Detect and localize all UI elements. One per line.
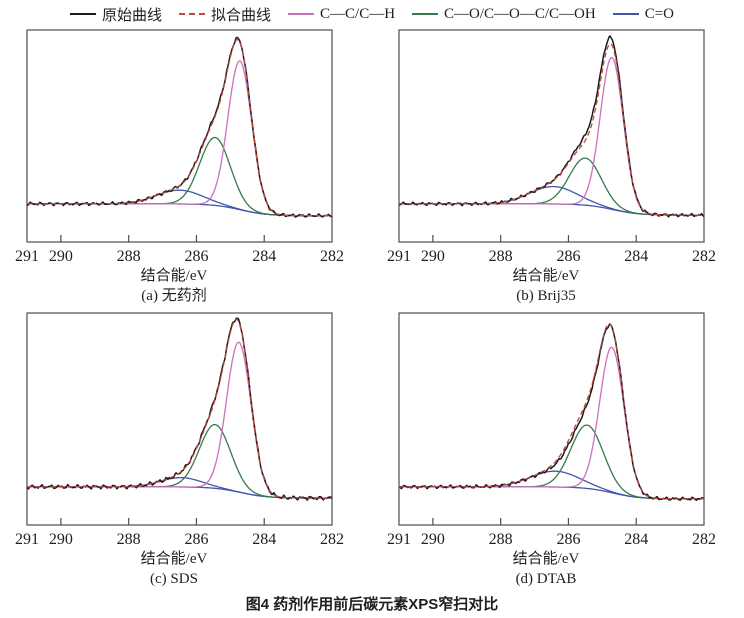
axis-tick-label: 288	[117, 248, 141, 265]
axis-tick-label: 291	[15, 248, 39, 265]
xps-plot-svg-d: 291 290 288 286 284 282	[387, 312, 716, 548]
x-axis-label: 结合能/eV	[140, 268, 208, 284]
axis-tick-label: 290	[421, 248, 445, 265]
background-curve	[399, 203, 704, 216]
c-double-o-curve	[399, 470, 704, 500]
legend-label: 原始曲线	[101, 7, 162, 24]
legend-item-raw-curve: 原始曲线	[69, 4, 162, 25]
fit-curve	[27, 318, 332, 499]
axis-tick-label: 290	[49, 531, 73, 548]
axis-tick-label: 284	[252, 531, 276, 548]
legend-label: C—C/C—H	[320, 5, 396, 22]
xps-panel-c: 291 290 288 286 284 282 结合能/eV (c) SDS	[0, 310, 372, 589]
fit-curve-swatch-icon	[179, 13, 205, 15]
axis-tick-label: 286	[184, 531, 208, 548]
axis-tick-label: 282	[692, 531, 716, 548]
legend-label: 拟合曲线	[211, 7, 272, 24]
panel-subtitle: (c) SDS	[150, 571, 198, 587]
axis-tick-label: 288	[489, 531, 513, 548]
xps-plot-svg-c: 291 290 288 286 284 282	[15, 312, 344, 548]
c-c-curve	[399, 346, 704, 500]
axis-tick-label: 291	[387, 531, 411, 548]
axis-tick-label: 286	[556, 531, 580, 548]
c-c-curve	[27, 341, 332, 499]
legend-item-c-double-o: C=O	[612, 5, 675, 23]
c-double-o-curve	[27, 189, 332, 217]
axis-tick-label: 286	[184, 248, 208, 265]
c-c-curve	[399, 56, 704, 216]
axis-tick-label: 282	[320, 531, 344, 548]
panel-grid: 291 290 288 286 284 282 结合能/eV (a) 无药剂 291 290…	[0, 27, 744, 589]
panel-subtitle: (d) DTAB	[515, 571, 577, 587]
x-axis-label: 结合能/eV	[140, 551, 208, 567]
c-c-curve	[27, 60, 332, 217]
x-axis-label: 结合能/eV	[512, 551, 580, 567]
axis-tick-label: 286	[556, 248, 580, 265]
legend-label: C=O	[644, 5, 675, 22]
axis-tick-label: 284	[624, 531, 648, 548]
cc-ch-swatch-icon	[288, 13, 315, 15]
axis-tick-label: 291	[387, 248, 411, 265]
xps-panel-b: 291 290 288 286 284 282 结合能/eV (b) Brij35	[372, 27, 744, 306]
raw-curve	[398, 323, 705, 502]
xps-panel-d: 291 290 288 286 284 282 结合能/eV (d) DTAB	[372, 310, 744, 589]
xps-plot-svg-a: 291 290 288 286 284 282	[15, 29, 344, 265]
axis-tick-label: 284	[252, 248, 276, 265]
figure-legend: 原始曲线 拟合曲线 C—C/C—H C—O/C—O—C/C—OH C=O	[0, 3, 744, 25]
raw-curve-swatch-icon	[69, 13, 96, 15]
axis-tick-label: 288	[489, 248, 513, 265]
plot-border	[26, 29, 333, 243]
axis-tick-label: 282	[320, 248, 344, 265]
xps-panel-a: 291 290 288 286 284 282 结合能/eV (a) 无药剂	[0, 27, 372, 306]
axis-tick-label: 284	[624, 248, 648, 265]
fit-curve	[27, 38, 332, 217]
axis-tick-label: 290	[421, 531, 445, 548]
c-double-o-swatch-icon	[612, 13, 639, 15]
plot-border	[398, 29, 705, 243]
xps-plot-svg-b: 291 290 288 286 284 282	[387, 29, 716, 265]
plot-border	[398, 312, 705, 526]
panel-subtitle: (a) 无药剂	[141, 288, 207, 304]
c-double-o-curve	[399, 185, 704, 216]
panel-subtitle: (b) Brij35	[516, 288, 576, 304]
axis-tick-label: 282	[692, 248, 716, 265]
legend-item-fit-curve: 拟合曲线	[179, 4, 271, 25]
raw-curve	[398, 34, 705, 218]
fit-curve	[399, 322, 704, 500]
plot-border	[26, 312, 333, 526]
c-o-curve	[399, 424, 704, 500]
legend-label: C—O/C—O—C/C—OH	[444, 5, 596, 22]
axis-tick-label: 291	[15, 531, 39, 548]
background-curve	[27, 486, 332, 499]
legend-item-co: C—O/C—O—C/C—OH	[412, 6, 596, 23]
x-axis-label: 结合能/eV	[512, 268, 580, 284]
figure-caption: 图4 药剂作用前后碳元素XPS窄扫对比	[245, 596, 499, 613]
fit-curve	[399, 43, 704, 216]
axis-tick-label: 290	[49, 248, 73, 265]
legend-item-cc-ch: C—C/C—H	[288, 6, 395, 23]
co-swatch-icon	[412, 13, 439, 15]
axis-tick-label: 288	[117, 531, 141, 548]
